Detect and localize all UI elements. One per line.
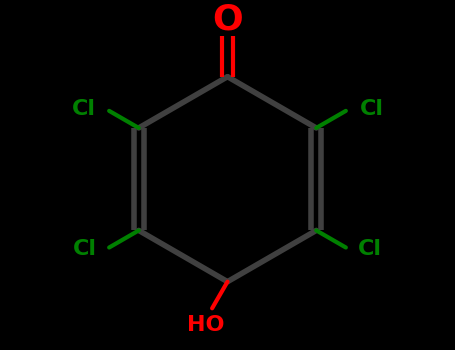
Text: O: O	[212, 2, 243, 36]
Text: HO: HO	[187, 315, 224, 335]
Text: Cl: Cl	[71, 99, 96, 119]
Text: Cl: Cl	[359, 99, 384, 119]
Text: Cl: Cl	[73, 239, 97, 259]
Text: Cl: Cl	[358, 239, 382, 259]
